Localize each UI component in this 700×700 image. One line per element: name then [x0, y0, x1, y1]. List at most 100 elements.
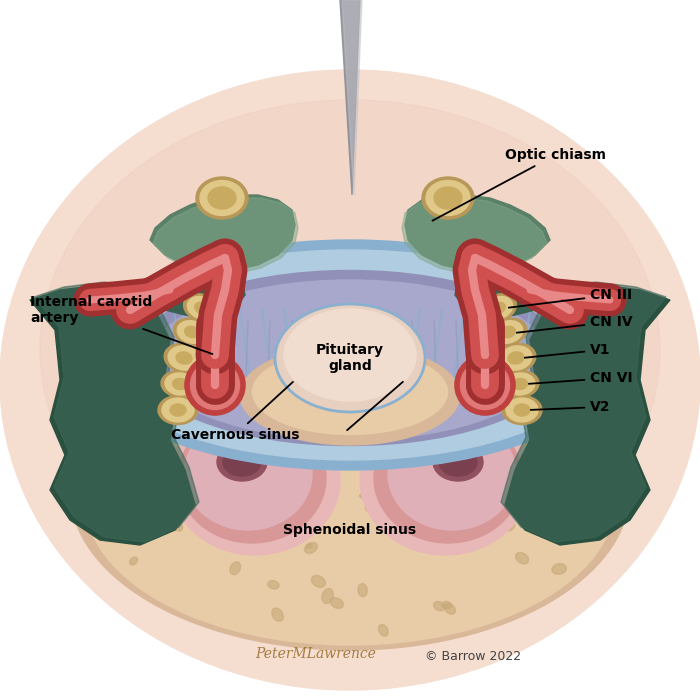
Text: CN III: CN III [509, 288, 632, 308]
Ellipse shape [85, 355, 615, 645]
Ellipse shape [531, 507, 545, 518]
Ellipse shape [203, 377, 218, 388]
Polygon shape [505, 285, 670, 545]
Ellipse shape [150, 280, 550, 440]
Ellipse shape [487, 377, 494, 387]
Ellipse shape [170, 405, 340, 555]
Ellipse shape [498, 414, 510, 428]
Ellipse shape [424, 542, 438, 552]
Ellipse shape [240, 444, 252, 454]
Ellipse shape [378, 469, 384, 475]
Ellipse shape [164, 491, 174, 500]
Text: Pituitary
gland: Pituitary gland [316, 343, 384, 373]
Polygon shape [342, 0, 362, 195]
Ellipse shape [40, 100, 660, 600]
Polygon shape [153, 198, 298, 273]
Ellipse shape [322, 589, 333, 603]
Ellipse shape [134, 419, 141, 424]
Ellipse shape [185, 326, 200, 337]
Ellipse shape [168, 346, 200, 370]
Ellipse shape [134, 480, 141, 487]
Text: CN VI: CN VI [528, 371, 633, 385]
Ellipse shape [505, 373, 535, 395]
Ellipse shape [433, 601, 444, 611]
Ellipse shape [476, 494, 484, 503]
Ellipse shape [374, 413, 522, 543]
Ellipse shape [253, 349, 447, 435]
Ellipse shape [385, 452, 393, 463]
Ellipse shape [0, 70, 700, 690]
Ellipse shape [187, 357, 243, 413]
Ellipse shape [195, 302, 209, 314]
Ellipse shape [494, 321, 523, 343]
Ellipse shape [196, 177, 248, 219]
Ellipse shape [272, 608, 284, 621]
Text: © Barrow 2022: © Barrow 2022 [425, 650, 521, 663]
Ellipse shape [505, 522, 515, 531]
Ellipse shape [92, 454, 106, 464]
Ellipse shape [440, 395, 447, 405]
Ellipse shape [304, 542, 317, 554]
Text: Internal carotid
artery: Internal carotid artery [30, 295, 212, 354]
Ellipse shape [454, 496, 459, 503]
Text: V2: V2 [531, 400, 610, 414]
Polygon shape [30, 285, 195, 545]
Ellipse shape [231, 518, 241, 529]
Polygon shape [501, 282, 666, 542]
Ellipse shape [162, 398, 194, 422]
Ellipse shape [365, 503, 381, 514]
Ellipse shape [208, 187, 236, 209]
Text: CN IV: CN IV [517, 315, 633, 332]
Ellipse shape [530, 492, 545, 504]
Ellipse shape [422, 177, 474, 219]
Ellipse shape [439, 448, 477, 476]
Ellipse shape [500, 326, 515, 337]
Ellipse shape [275, 304, 425, 412]
Ellipse shape [502, 395, 542, 424]
Ellipse shape [200, 181, 244, 216]
Ellipse shape [165, 373, 195, 395]
Ellipse shape [170, 404, 186, 416]
Ellipse shape [135, 270, 565, 445]
Text: Sphenoidal sinus: Sphenoidal sinus [284, 523, 416, 537]
Ellipse shape [222, 408, 237, 419]
Ellipse shape [433, 413, 439, 421]
Ellipse shape [307, 544, 312, 548]
Ellipse shape [516, 552, 528, 564]
Ellipse shape [230, 562, 241, 575]
Ellipse shape [197, 367, 233, 403]
Ellipse shape [347, 396, 354, 405]
Ellipse shape [268, 580, 279, 589]
Ellipse shape [388, 418, 516, 530]
Polygon shape [402, 198, 547, 273]
Ellipse shape [223, 448, 261, 476]
Ellipse shape [184, 418, 312, 530]
Ellipse shape [467, 367, 503, 403]
Ellipse shape [161, 370, 199, 398]
Ellipse shape [150, 472, 158, 480]
Ellipse shape [433, 443, 483, 481]
Ellipse shape [444, 603, 456, 614]
Ellipse shape [253, 393, 262, 400]
Ellipse shape [80, 240, 620, 470]
Ellipse shape [552, 564, 566, 574]
Ellipse shape [475, 375, 495, 395]
Ellipse shape [95, 250, 605, 460]
Ellipse shape [514, 404, 530, 416]
Ellipse shape [183, 294, 220, 322]
Text: Cavernous sinus: Cavernous sinus [171, 382, 300, 442]
Polygon shape [150, 195, 295, 270]
Ellipse shape [205, 375, 225, 395]
Ellipse shape [187, 512, 194, 522]
Ellipse shape [500, 346, 532, 370]
Ellipse shape [241, 503, 252, 517]
Ellipse shape [178, 413, 326, 543]
Ellipse shape [506, 398, 538, 422]
Ellipse shape [358, 584, 368, 596]
Ellipse shape [456, 522, 470, 531]
Text: V1: V1 [525, 343, 610, 358]
Ellipse shape [223, 513, 235, 528]
Ellipse shape [426, 181, 470, 216]
Polygon shape [34, 282, 199, 542]
Ellipse shape [284, 309, 416, 401]
